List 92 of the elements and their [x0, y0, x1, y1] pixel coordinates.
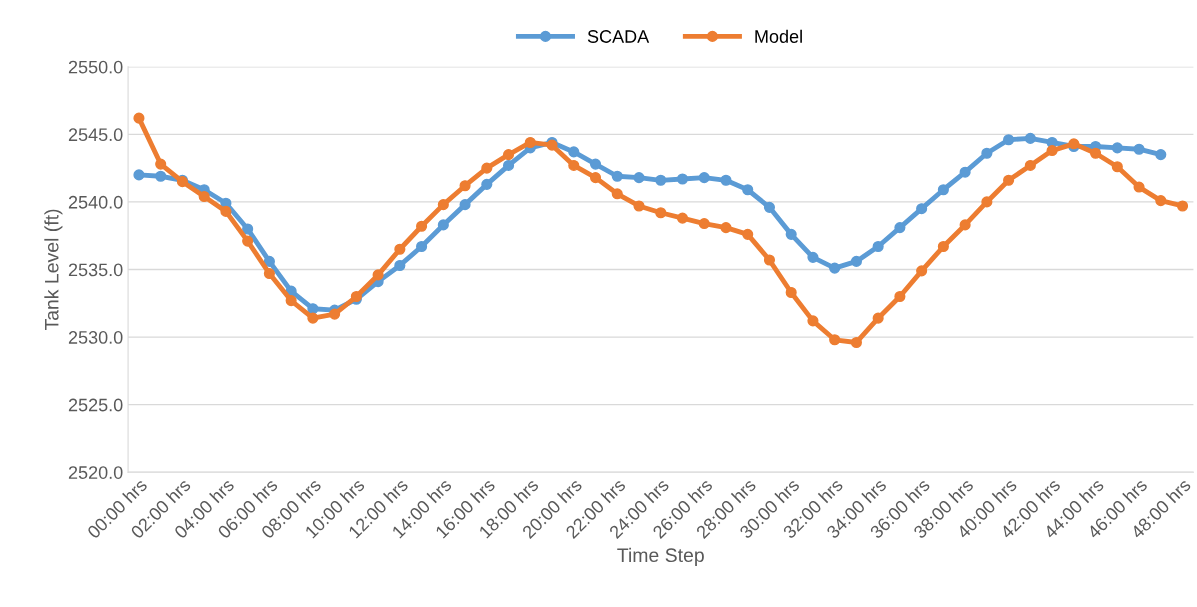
- point: [459, 180, 471, 192]
- point: [307, 312, 319, 324]
- point: [242, 235, 254, 247]
- point: [785, 286, 797, 299]
- point: [1176, 200, 1189, 212]
- point: [481, 178, 493, 190]
- y-tick-label: 2545.0: [68, 128, 123, 142]
- point: [872, 312, 884, 324]
- point: [1111, 161, 1123, 173]
- point: [394, 243, 406, 255]
- point: [416, 240, 428, 253]
- point: [742, 184, 754, 196]
- point: [198, 190, 210, 203]
- point: [1024, 159, 1036, 171]
- point: [720, 174, 732, 186]
- point: [850, 336, 862, 349]
- point: [589, 158, 602, 170]
- point: [133, 169, 145, 181]
- point: [329, 308, 341, 320]
- point: [872, 240, 884, 253]
- y-tick-label: 2520.0: [68, 466, 123, 479]
- point: [611, 170, 623, 182]
- point: [1155, 149, 1167, 161]
- point: [807, 251, 819, 263]
- x-axis-title: Time Step: [617, 547, 704, 566]
- point: [981, 196, 993, 208]
- point: [1003, 134, 1015, 146]
- point: [829, 334, 841, 346]
- point: [263, 268, 275, 280]
- point: [1090, 147, 1102, 159]
- point: [220, 205, 232, 217]
- point: [481, 162, 493, 174]
- point: [524, 136, 536, 149]
- point: [459, 199, 471, 211]
- point: [372, 269, 384, 281]
- point: [676, 173, 689, 185]
- y-tick-label: 2540.0: [68, 195, 123, 209]
- point: [698, 217, 710, 230]
- y-tick-label: 2550.0: [68, 60, 123, 74]
- point: [1003, 174, 1015, 186]
- y-tick-label: 2525.0: [68, 398, 123, 412]
- y-axis-title: Tank Level (ft): [44, 209, 63, 331]
- point: [242, 223, 254, 235]
- point: [894, 222, 906, 234]
- point: [307, 303, 319, 315]
- y-tick-label: 2530.0: [68, 331, 123, 344]
- point: [959, 219, 971, 231]
- point: [155, 158, 167, 170]
- point: [698, 172, 710, 184]
- point: [502, 149, 515, 161]
- point: [916, 203, 928, 215]
- point: [263, 255, 275, 267]
- y-tick-label: 2535.0: [68, 263, 123, 277]
- point: [394, 259, 406, 272]
- point: [568, 159, 580, 171]
- legend-label: Model: [755, 29, 802, 43]
- point: [589, 172, 602, 184]
- point: [676, 212, 689, 224]
- point: [502, 159, 515, 171]
- point: [1111, 142, 1123, 154]
- point: [437, 199, 449, 211]
- point: [1155, 195, 1167, 207]
- point: [568, 146, 580, 158]
- point: [1133, 143, 1145, 155]
- point: [785, 228, 797, 240]
- point: [916, 265, 928, 277]
- point: [937, 184, 949, 196]
- point: [742, 228, 754, 240]
- point: [1133, 181, 1145, 193]
- point: [437, 219, 449, 231]
- point: [763, 201, 776, 213]
- point: [807, 315, 819, 327]
- point: [959, 166, 971, 178]
- legend-label: SCADA: [587, 30, 650, 43]
- point: [894, 290, 906, 303]
- point: [1024, 132, 1036, 144]
- point: [416, 220, 428, 232]
- point: [720, 222, 732, 234]
- point: [981, 147, 993, 159]
- point: [633, 172, 645, 184]
- point: [133, 112, 145, 124]
- point: [285, 295, 297, 307]
- point: [633, 200, 645, 212]
- point: [937, 240, 949, 253]
- point: [611, 188, 623, 200]
- point: [155, 170, 167, 182]
- point: [829, 262, 841, 274]
- point: [1046, 145, 1058, 157]
- point: [655, 207, 667, 219]
- point: [655, 174, 667, 186]
- point: [763, 254, 776, 266]
- point: [850, 255, 862, 267]
